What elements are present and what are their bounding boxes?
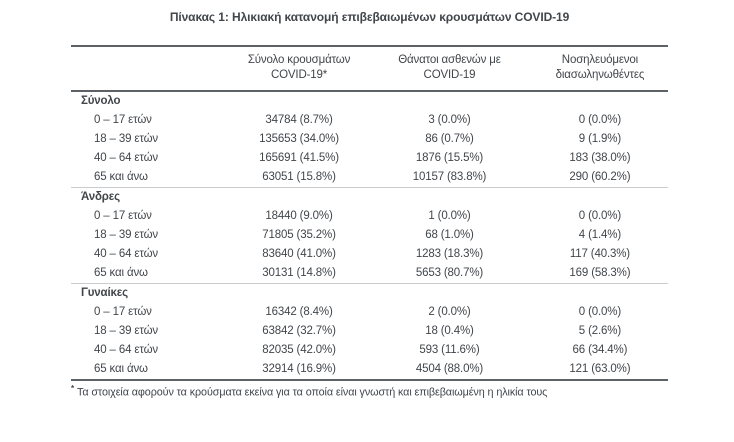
table-row: 65 και άνω 32914 (16.9%) 4504 (88.0%) 12… <box>71 360 668 380</box>
table-row: 0 – 17 ετών 34784 (8.7%) 3 (0.0%) 0 (0.0… <box>71 111 668 130</box>
deaths-cell: 10157 (83.8%) <box>412 171 487 183</box>
col-header-intubated: Νοσηλευόμενοι διασωληνωθέντες <box>531 46 668 92</box>
deaths-cell: 1876 (15.5%) <box>415 152 484 164</box>
footnote-marker: * <box>71 384 75 393</box>
col-header-deaths-line1: Θάνατοι ασθενών με <box>398 54 501 66</box>
intubated-cell: 0 (0.0%) <box>578 306 622 318</box>
deaths-cell: 18 (0.4%) <box>425 325 474 337</box>
table-row: 65 και άνω 63051 (15.8%) 10157 (83.8%) 2… <box>71 168 668 188</box>
cases-cell: 18440 (9.0%) <box>265 210 333 222</box>
age-label: 0 – 17 ετών <box>94 114 152 126</box>
age-label: 65 και άνω <box>94 267 148 279</box>
deaths-cell: 5653 (80.7%) <box>415 267 484 279</box>
table-row: 0 – 17 ετών 18440 (9.0%) 1 (0.0%) 0 (0.0… <box>71 207 668 226</box>
intubated-cell: 4 (1.4%) <box>578 229 622 241</box>
section-row-total: Σύνολο <box>71 91 668 111</box>
col-header-cases-line1: Σύνολο κρουσμάτων <box>247 54 351 66</box>
table-row: 0 – 17 ετών 16342 (8.4%) 2 (0.0%) 0 (0.0… <box>71 303 668 322</box>
age-label: 18 – 39 ετών <box>94 229 158 241</box>
table-row: 18 – 39 ετών 63842 (32.7%) 18 (0.4%) 5 (… <box>71 322 668 341</box>
age-label: 0 – 17 ετών <box>94 210 152 222</box>
section-label: Άνδρες <box>71 187 668 207</box>
cases-cell: 30131 (14.8%) <box>262 267 336 279</box>
table-row: 18 – 39 ετών 71805 (35.2%) 68 (1.0%) 4 (… <box>71 226 668 245</box>
deaths-cell: 68 (1.0%) <box>425 229 474 241</box>
cases-cell: 83640 (41.0%) <box>262 248 336 260</box>
age-label: 18 – 39 ετών <box>94 133 158 145</box>
col-header-intubated-line1: Νοσηλευόμενοι <box>561 54 639 66</box>
section-label: Γυναίκες <box>71 283 668 303</box>
footnote-text: Τα στοιχεία αφορούν τα κρούσματα εκείνα … <box>77 386 548 399</box>
cases-cell: 32914 (16.9%) <box>262 363 336 375</box>
header-row: Σύνολο κρουσμάτων COVID-19* Θάνατοι ασθε… <box>71 46 668 92</box>
cases-cell: 82035 (42.0%) <box>262 344 336 356</box>
col-header-cases: Σύνολο κρουσμάτων COVID-19* <box>230 46 368 92</box>
section-row-women: Γυναίκες <box>71 283 668 303</box>
intubated-cell: 0 (0.0%) <box>578 114 622 126</box>
intubated-cell: 290 (60.2%) <box>569 171 631 183</box>
cases-cell: 34784 (8.7%) <box>265 114 333 126</box>
age-label: 40 – 64 ετών <box>94 248 158 260</box>
age-label: 0 – 17 ετών <box>94 306 152 318</box>
covid-age-distribution-table: Σύνολο κρουσμάτων COVID-19* Θάνατοι ασθε… <box>71 45 668 381</box>
deaths-cell: 1 (0.0%) <box>428 210 471 222</box>
deaths-cell: 2 (0.0%) <box>428 306 471 318</box>
intubated-cell: 0 (0.0%) <box>578 210 622 222</box>
deaths-cell: 86 (0.7%) <box>425 133 474 145</box>
table-row: 18 – 39 ετών 135653 (34.0%) 86 (0.7%) 9 … <box>71 130 668 149</box>
table-row: 40 – 64 ετών 165691 (41.5%) 1876 (15.5%)… <box>71 149 668 168</box>
section-label: Σύνολο <box>81 95 121 107</box>
cases-cell: 63842 (32.7%) <box>262 325 336 337</box>
intubated-cell: 9 (1.9%) <box>578 133 622 145</box>
deaths-cell: 3 (0.0%) <box>428 114 471 126</box>
col-header-intubated-line2: διασωληνωθέντες <box>555 69 645 81</box>
intubated-cell: 117 (40.3%) <box>569 248 630 260</box>
deaths-cell: 1283 (18.3%) <box>415 248 484 260</box>
intubated-cell: 169 (58.3%) <box>569 267 631 279</box>
intubated-cell: 121 (63.0%) <box>569 363 631 375</box>
age-label: 40 – 64 ετών <box>94 152 158 164</box>
table-row: 40 – 64 ετών 82035 (42.0%) 593 (11.6%) 6… <box>71 341 668 360</box>
footnote: * Τα στοιχεία αφορούν τα κρούσματα εκείνα… <box>71 381 668 399</box>
intubated-cell: 66 (34.4%) <box>572 344 628 356</box>
col-header-deaths-line2: COVID-19 <box>423 69 476 81</box>
cases-cell: 63051 (15.8%) <box>262 171 336 183</box>
col-header-cases-line2: COVID-19* <box>270 69 328 81</box>
cases-cell: 16342 (8.4%) <box>265 306 333 318</box>
table-title: Πίνακας 1: Ηλικιακή κατανομή επιβεβαιωμέ… <box>169 10 570 24</box>
empty-header-cell <box>71 46 231 92</box>
deaths-cell: 4504 (88.0%) <box>415 363 484 375</box>
age-label: 65 και άνω <box>94 171 148 183</box>
cases-cell: 165691 (41.5%) <box>259 152 339 164</box>
table-row: 65 και άνω 30131 (14.8%) 5653 (80.7%) 16… <box>71 264 668 284</box>
age-label: 18 – 39 ετών <box>94 325 158 337</box>
age-label: 40 – 64 ετών <box>94 344 158 356</box>
report-table-section: Πίνακας 1: Ηλικιακή κατανομή επιβεβαιωμέ… <box>71 6 668 399</box>
table-row: 40 – 64 ετών 83640 (41.0%) 1283 (18.3%) … <box>71 245 668 264</box>
cases-cell: 135653 (34.0%) <box>259 133 339 145</box>
intubated-cell: 183 (38.0%) <box>569 152 631 164</box>
intubated-cell: 5 (2.6%) <box>578 325 622 337</box>
section-row-men: Άνδρες <box>71 187 668 207</box>
cases-cell: 71805 (35.2%) <box>262 229 336 241</box>
age-label: 65 και άνω <box>94 363 148 375</box>
col-header-deaths: Θάνατοι ασθενών με COVID-19 <box>367 46 532 92</box>
deaths-cell: 593 (11.6%) <box>419 344 480 356</box>
